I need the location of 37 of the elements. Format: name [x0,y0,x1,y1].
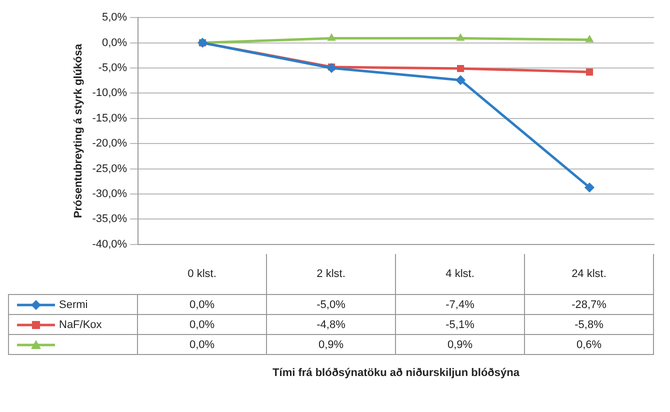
x-tick-label: 4 klst. [396,254,525,294]
legend-label: Sermi [59,298,88,312]
point [327,33,336,41]
point [456,33,465,41]
y-tick-label: -20,0% [92,138,128,150]
data-label: 0,0% [138,315,268,335]
y-tick-label: -35,0% [92,213,128,226]
y-tick-label: 5,0% [102,12,128,24]
text: Tími frá blóðsýnatöku að niðurskiljun blóðsýna [272,367,520,379]
x-tick-label: 2 klst. [267,254,396,294]
y-tick-label: 0,0% [102,36,128,49]
data-label: -5,8% [525,315,654,335]
data-label: 0,0% [138,335,268,355]
point [456,64,464,72]
y-tick-label: -30,0% [92,188,128,200]
data-label: -5,0% [267,295,396,315]
point [456,75,466,86]
data-label: 0,6% [525,335,654,355]
data-label: 0,0% [138,295,268,315]
y-tick-label: -5,0% [98,62,128,74]
legend-label: NaF/Kox [59,318,102,332]
y-tick-label: -10,0% [92,87,128,100]
y-tick-label: -25,0% [92,162,128,175]
x-tick-label: 0 klst. [138,254,268,294]
data-label: 0,9% [267,335,396,355]
y-axis-title: Prósentubreyting á styrk glúkósa [72,43,85,218]
x-tick-label: 24 klst. [525,254,654,294]
point [585,34,594,42]
data-label: -7,4% [396,295,525,315]
data-label: -4,8% [267,315,396,335]
y-tick-label: -15,0% [92,112,128,124]
data-label: -5,1% [396,315,525,335]
data-label: -28,7% [525,295,654,315]
point [586,68,594,76]
y-tick-label: -40,0% [92,238,128,250]
point [584,182,595,192]
data-label: 0,9% [396,335,525,355]
